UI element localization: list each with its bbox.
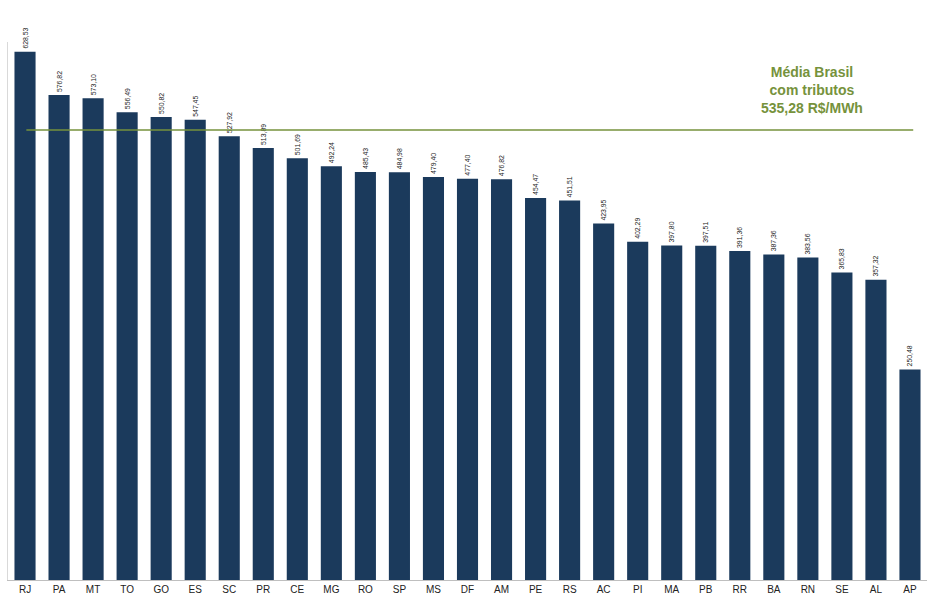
svg-text:MS: MS: [426, 584, 441, 595]
svg-text:383,56: 383,56: [804, 233, 811, 254]
svg-text:402,29: 402,29: [634, 218, 641, 239]
svg-text:PE: PE: [529, 584, 543, 595]
svg-text:397,51: 397,51: [702, 222, 709, 243]
svg-text:527,92: 527,92: [226, 112, 233, 133]
svg-text:357,32: 357,32: [872, 255, 879, 276]
svg-text:MG: MG: [323, 584, 339, 595]
svg-text:Média Brasilcom tributos535,28: Média Brasilcom tributos535,28 R$/MWh: [761, 64, 863, 116]
svg-text:AP: AP: [903, 584, 917, 595]
svg-text:423,95: 423,95: [600, 199, 607, 220]
svg-text:397,80: 397,80: [668, 221, 675, 242]
svg-text:RJ: RJ: [19, 584, 31, 595]
svg-text:454,47: 454,47: [532, 174, 539, 195]
svg-text:PI: PI: [633, 584, 642, 595]
svg-text:RO: RO: [358, 584, 373, 595]
svg-text:AC: AC: [597, 584, 611, 595]
svg-text:GO: GO: [153, 584, 169, 595]
svg-text:AM: AM: [494, 584, 509, 595]
svg-text:MA: MA: [664, 584, 679, 595]
svg-text:485,43: 485,43: [362, 148, 369, 169]
svg-text:550,82: 550,82: [158, 93, 165, 114]
svg-text:DF: DF: [461, 584, 474, 595]
svg-text:TO: TO: [120, 584, 134, 595]
svg-text:387,36: 387,36: [770, 230, 777, 251]
svg-text:492,24: 492,24: [328, 142, 335, 163]
svg-text:SP: SP: [393, 584, 407, 595]
svg-text:RR: RR: [733, 584, 747, 595]
svg-text:SE: SE: [835, 584, 849, 595]
svg-text:477,40: 477,40: [464, 154, 471, 175]
svg-text:250,48: 250,48: [906, 345, 913, 366]
svg-text:501,69: 501,69: [294, 134, 301, 155]
svg-text:391,36: 391,36: [736, 227, 743, 248]
svg-text:556,49: 556,49: [124, 88, 131, 109]
svg-text:476,82: 476,82: [498, 155, 505, 176]
svg-text:479,40: 479,40: [430, 153, 437, 174]
svg-text:576,82: 576,82: [56, 71, 63, 92]
svg-text:RS: RS: [563, 584, 577, 595]
svg-text:PB: PB: [699, 584, 713, 595]
svg-text:628,53: 628,53: [22, 27, 29, 48]
svg-text:SC: SC: [222, 584, 236, 595]
svg-text:484,98: 484,98: [396, 148, 403, 169]
svg-text:573,10: 573,10: [90, 74, 97, 95]
svg-text:RN: RN: [801, 584, 815, 595]
svg-text:513,89: 513,89: [260, 124, 267, 145]
svg-text:451,51: 451,51: [566, 176, 573, 197]
svg-text:PA: PA: [53, 584, 66, 595]
svg-text:MT: MT: [86, 584, 100, 595]
svg-text:365,83: 365,83: [838, 248, 845, 269]
svg-text:AL: AL: [870, 584, 883, 595]
svg-text:CE: CE: [290, 584, 304, 595]
svg-text:ES: ES: [189, 584, 203, 595]
svg-text:547,45: 547,45: [192, 96, 199, 117]
svg-text:PR: PR: [256, 584, 270, 595]
svg-text:BA: BA: [767, 584, 781, 595]
